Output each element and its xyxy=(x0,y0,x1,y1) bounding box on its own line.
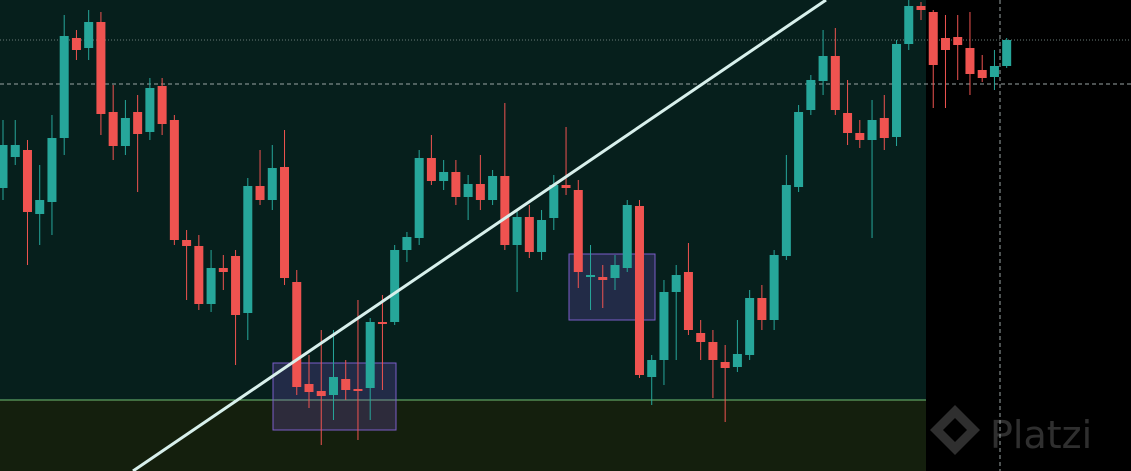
candle-body xyxy=(96,22,106,114)
candle-body xyxy=(71,38,81,50)
support-zone xyxy=(0,400,926,471)
candle-body xyxy=(732,354,742,367)
candle-body xyxy=(720,362,730,368)
candle-body xyxy=(145,88,155,132)
candle-body xyxy=(916,6,926,10)
candle-body xyxy=(390,250,400,322)
candle-body xyxy=(22,150,32,212)
candle-body xyxy=(1002,40,1012,66)
candle-body xyxy=(218,268,228,272)
watermark-text: Platzi xyxy=(990,413,1092,457)
candle-body xyxy=(928,12,938,65)
candle-body xyxy=(989,66,999,77)
candle-body xyxy=(463,184,473,197)
candle-body xyxy=(10,145,20,157)
candle-body xyxy=(965,48,975,74)
candle-body xyxy=(586,275,596,277)
candle-body xyxy=(573,190,583,272)
candle-body xyxy=(169,120,179,240)
candle-body xyxy=(304,384,314,392)
watermark-logo xyxy=(930,405,980,455)
candle-body xyxy=(157,86,167,124)
trend-line xyxy=(132,0,827,471)
candle-body xyxy=(708,342,718,360)
candle-body xyxy=(255,186,265,200)
candle-body xyxy=(328,377,338,395)
candle-body xyxy=(549,185,559,218)
candle-body xyxy=(133,112,143,134)
candle-body xyxy=(843,113,853,133)
highlight-box xyxy=(272,362,397,431)
watermark: Platzi xyxy=(930,405,1092,457)
candle-body xyxy=(537,220,547,252)
candle-body xyxy=(47,138,57,202)
candle-body xyxy=(488,176,498,200)
candle-body xyxy=(500,176,510,245)
candle-body xyxy=(647,360,657,377)
candle-body xyxy=(622,205,632,268)
candle-body xyxy=(353,389,363,391)
candle-body xyxy=(855,133,865,140)
candle-body xyxy=(341,379,351,390)
candle-body xyxy=(84,22,94,48)
candle-body xyxy=(671,275,681,292)
candle-body xyxy=(0,145,8,188)
candle-body xyxy=(634,206,644,375)
candle-body xyxy=(451,172,461,197)
candle-body xyxy=(59,36,69,138)
candle-body xyxy=(794,112,804,187)
candle-body xyxy=(598,277,608,280)
candle-body xyxy=(659,292,669,360)
candle-body xyxy=(940,38,950,50)
candle-body xyxy=(561,185,571,188)
candle-body xyxy=(512,217,522,245)
candle-body xyxy=(696,333,706,342)
candle-body xyxy=(280,167,290,278)
candle-body xyxy=(231,256,241,315)
future-area xyxy=(926,0,1131,471)
candle-body xyxy=(182,240,192,246)
candle-body xyxy=(769,255,779,320)
candle-body xyxy=(108,112,118,146)
candle-body xyxy=(867,120,877,140)
chart-background xyxy=(0,0,926,400)
candle-body xyxy=(377,322,387,324)
candle-body xyxy=(781,185,791,256)
candle-body xyxy=(35,200,45,214)
candle-body xyxy=(806,80,816,110)
candle-body xyxy=(830,56,840,110)
candle-body xyxy=(610,265,620,278)
candle-body xyxy=(120,118,130,146)
candle-body xyxy=(683,272,693,330)
candle-body xyxy=(757,298,767,320)
candle-body xyxy=(524,217,534,252)
candles xyxy=(0,0,1012,445)
candle-body xyxy=(879,118,889,138)
candle-body xyxy=(365,322,375,388)
candle-body xyxy=(904,6,914,44)
candle-body xyxy=(292,282,302,387)
candle-body xyxy=(892,44,902,137)
candle-body xyxy=(267,168,277,200)
candle-body xyxy=(316,391,326,396)
candle-body xyxy=(977,70,987,78)
candle-body xyxy=(818,56,828,81)
candle-body xyxy=(402,237,412,250)
candle-body xyxy=(206,268,216,304)
candle-body xyxy=(426,158,436,181)
candle-body xyxy=(194,246,204,304)
candle-body xyxy=(475,184,485,200)
candle-body xyxy=(439,172,449,181)
candle-body xyxy=(243,186,253,313)
candle-body xyxy=(953,37,963,45)
candle-body xyxy=(745,298,755,355)
candle-body xyxy=(414,158,424,238)
